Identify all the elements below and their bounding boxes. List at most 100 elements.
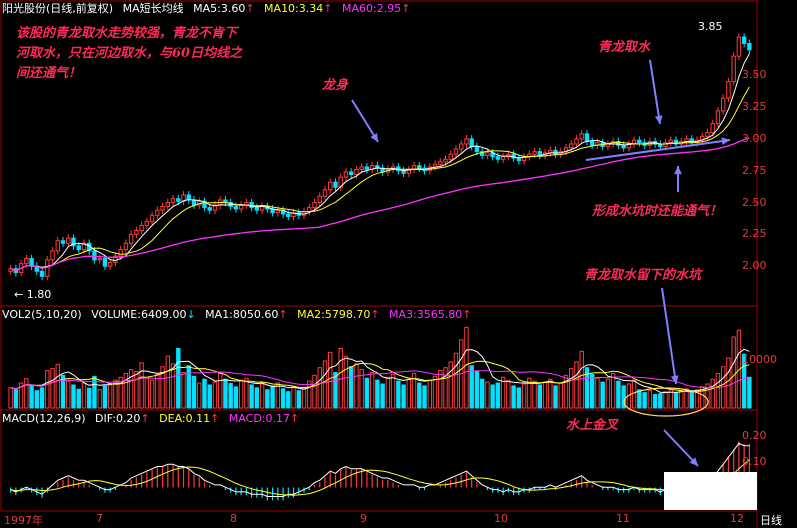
candle-body — [731, 55, 736, 83]
volume-bar — [658, 393, 663, 409]
volume-bar — [139, 362, 144, 409]
volume-bar — [705, 383, 710, 409]
volume-bar — [453, 352, 459, 409]
volume-bar — [307, 380, 312, 409]
volume-bar — [149, 379, 155, 409]
arrow-qinglong — [649, 59, 661, 125]
candle-body — [532, 151, 537, 155]
candle-body — [485, 152, 490, 156]
candle-body — [92, 250, 97, 261]
volume-bar — [113, 379, 118, 409]
volume-bar — [511, 385, 516, 409]
candle-body — [191, 199, 197, 206]
arrow-trend-head — [721, 137, 730, 145]
candle-body — [322, 189, 328, 197]
volume-bar — [76, 388, 81, 409]
ma5-arrow: ↑ — [245, 2, 255, 15]
candle-body — [621, 144, 626, 149]
dif-arrow: ↑ — [140, 412, 150, 425]
volume-bar — [595, 377, 600, 409]
candle-body — [39, 270, 45, 277]
price-tick-label: 2.50 — [742, 195, 767, 209]
arrow-pit — [661, 287, 677, 385]
volume-bar — [176, 347, 181, 409]
timeframe-label[interactable]: 日线 — [760, 514, 782, 527]
price-tick-label: 2.00 — [742, 259, 767, 273]
volume-tick-label: 10000 — [742, 353, 777, 366]
volume-bar — [123, 372, 129, 409]
candle-body — [574, 138, 579, 145]
volume-bar — [45, 370, 50, 409]
annotation-pit: 青龙取水留下的水坑 — [584, 268, 702, 283]
volume-bar — [589, 373, 595, 409]
vol-label: VOL2(5,10,20) — [2, 308, 82, 321]
volume-bar — [71, 384, 76, 409]
volume-bar — [448, 361, 453, 409]
candle-body — [673, 139, 679, 145]
vol-ma3-line — [10, 370, 750, 390]
candle-body — [176, 198, 181, 202]
volume-bar — [652, 394, 658, 409]
volume-bar — [217, 372, 223, 409]
volume-bar — [741, 353, 747, 409]
ma5-value: MA5:3.60 — [193, 2, 246, 15]
candle-body — [417, 165, 422, 169]
volume-bar — [715, 372, 721, 409]
volume-bar — [490, 384, 495, 409]
volume-bar — [548, 378, 553, 409]
volume-bar — [254, 387, 260, 409]
candle-body — [312, 202, 317, 209]
annotation-qinglong: 青龙取水 — [598, 40, 651, 55]
volume-bar — [438, 370, 443, 409]
candle-body — [474, 146, 480, 153]
volume-bar — [181, 371, 186, 409]
volume-bar — [710, 378, 715, 409]
volume-bar — [364, 377, 370, 409]
volume-bar — [317, 367, 322, 409]
candle-body — [139, 224, 144, 232]
candle-body — [29, 258, 34, 267]
arrow-shuikeng-head — [674, 166, 682, 175]
arrow-jincha-head — [689, 457, 698, 466]
volume-bar — [521, 383, 527, 409]
candle-body — [589, 140, 595, 146]
pit-ellipse — [623, 387, 709, 417]
vol-ma1: MA1:8050.60 — [205, 308, 279, 321]
candle-body — [170, 198, 176, 204]
volume-bar — [212, 381, 218, 409]
price-tick-label: 2.25 — [742, 227, 767, 241]
candle-body — [81, 242, 87, 251]
candle-body — [149, 214, 155, 223]
candle-body — [584, 133, 590, 142]
volume-bar — [249, 384, 254, 409]
volume-bar — [406, 378, 412, 409]
candle-body — [24, 258, 29, 265]
volume-bar — [29, 384, 34, 409]
volume-bar — [495, 382, 501, 409]
candle-body — [333, 181, 338, 188]
candle-body — [553, 149, 558, 155]
month-label: 7 — [96, 512, 103, 525]
high-label: 3.85 — [698, 20, 723, 33]
volume-bar — [18, 382, 24, 409]
volume-bar — [579, 350, 584, 409]
volume-bar — [348, 366, 354, 409]
candle-body — [741, 36, 747, 44]
volume-bar — [610, 372, 616, 409]
candle-body — [202, 200, 207, 209]
candle-body — [113, 255, 118, 263]
dea-arrow: ↑ — [210, 412, 220, 425]
volume-bar — [66, 380, 71, 409]
candle-body — [338, 176, 343, 188]
volume-bar — [128, 369, 134, 409]
volume-bar — [427, 379, 432, 409]
candle-body — [317, 195, 322, 204]
volume-bar — [411, 372, 417, 409]
ma5-line — [10, 53, 750, 272]
macd-label: MACD(12,26,9) — [2, 412, 86, 425]
candle-body — [107, 261, 113, 267]
candle-body — [76, 245, 81, 251]
volume-bar — [537, 384, 543, 409]
candle-body — [668, 139, 673, 144]
